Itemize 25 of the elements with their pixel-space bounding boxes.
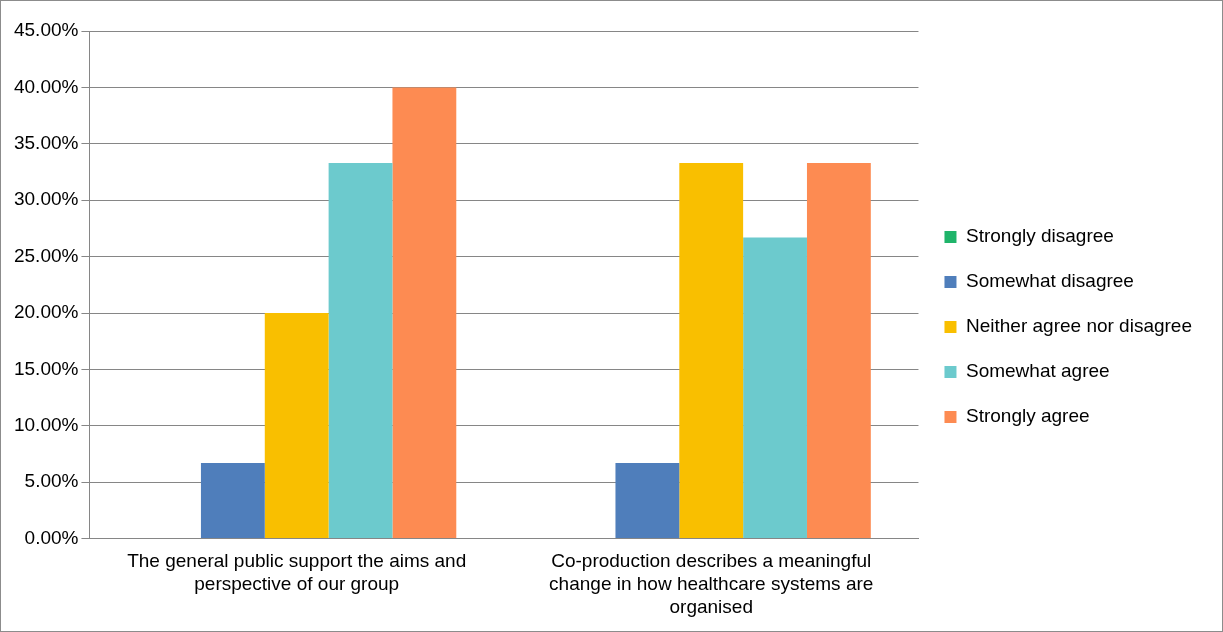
y-tick-label: 30.00% bbox=[13, 188, 79, 210]
y-tick-label: 10.00% bbox=[13, 414, 79, 436]
y-tick-label: 40.00% bbox=[13, 75, 79, 97]
legend-label: Strongly agree bbox=[965, 405, 1090, 427]
bar bbox=[743, 237, 807, 539]
y-tick-label: 35.00% bbox=[13, 132, 79, 154]
bar bbox=[806, 162, 871, 539]
legend-label: Somewhat agree bbox=[965, 360, 1110, 382]
y-tick-label: 5.00% bbox=[24, 470, 79, 492]
bar bbox=[615, 463, 680, 539]
legend-label: Strongly disagree bbox=[965, 225, 1114, 247]
x-tick-label: The general public support the aims and perspective of our group bbox=[127, 550, 467, 595]
y-tick-label: 20.00% bbox=[13, 301, 79, 323]
bar bbox=[200, 463, 265, 539]
y-tick-label: 45.00% bbox=[13, 19, 79, 41]
legend-label: Neither agree nor disagree bbox=[965, 315, 1193, 337]
bar bbox=[264, 313, 329, 539]
legend-label: Somewhat disagree bbox=[965, 270, 1134, 292]
x-tick-label: Co-production describes a meaningful change in how healthcare systems are organised bbox=[549, 550, 874, 617]
bar bbox=[392, 87, 457, 539]
y-tick-label: 25.00% bbox=[13, 244, 79, 266]
bar bbox=[679, 162, 744, 539]
bar bbox=[328, 162, 393, 539]
y-tick-label: 0.00% bbox=[24, 526, 79, 548]
y-tick-label: 15.00% bbox=[13, 357, 79, 379]
